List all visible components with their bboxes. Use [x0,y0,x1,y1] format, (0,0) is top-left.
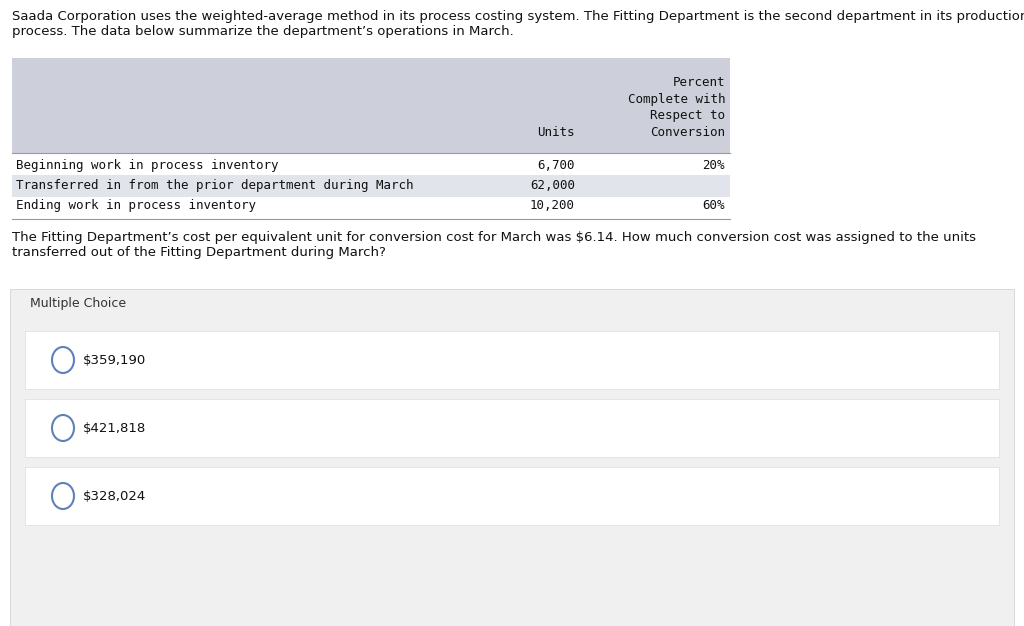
Text: $328,024: $328,024 [83,490,146,503]
Text: Units: Units [538,126,575,139]
Text: Ending work in process inventory: Ending work in process inventory [16,199,256,212]
FancyBboxPatch shape [12,175,730,197]
Text: Multiple Choice: Multiple Choice [30,297,126,310]
Text: Saada Corporation uses the weighted-average method in its process costing system: Saada Corporation uses the weighted-aver… [12,10,1024,38]
Text: 20%: 20% [702,159,725,172]
FancyBboxPatch shape [25,399,999,457]
FancyBboxPatch shape [25,331,999,389]
FancyBboxPatch shape [12,58,730,153]
Text: $359,190: $359,190 [83,354,146,366]
Text: Percent
Complete with
Respect to
Conversion: Percent Complete with Respect to Convers… [628,76,725,139]
Text: 10,200: 10,200 [530,199,575,212]
Text: $421,818: $421,818 [83,421,146,434]
Text: 60%: 60% [702,199,725,212]
FancyBboxPatch shape [10,289,1014,626]
Text: Transferred in from the prior department during March: Transferred in from the prior department… [16,179,414,192]
Text: The Fitting Department’s cost per equivalent unit for conversion cost for March : The Fitting Department’s cost per equiva… [12,231,976,259]
Text: 62,000: 62,000 [530,179,575,192]
Text: Beginning work in process inventory: Beginning work in process inventory [16,159,279,172]
FancyBboxPatch shape [25,467,999,525]
Text: 6,700: 6,700 [538,159,575,172]
